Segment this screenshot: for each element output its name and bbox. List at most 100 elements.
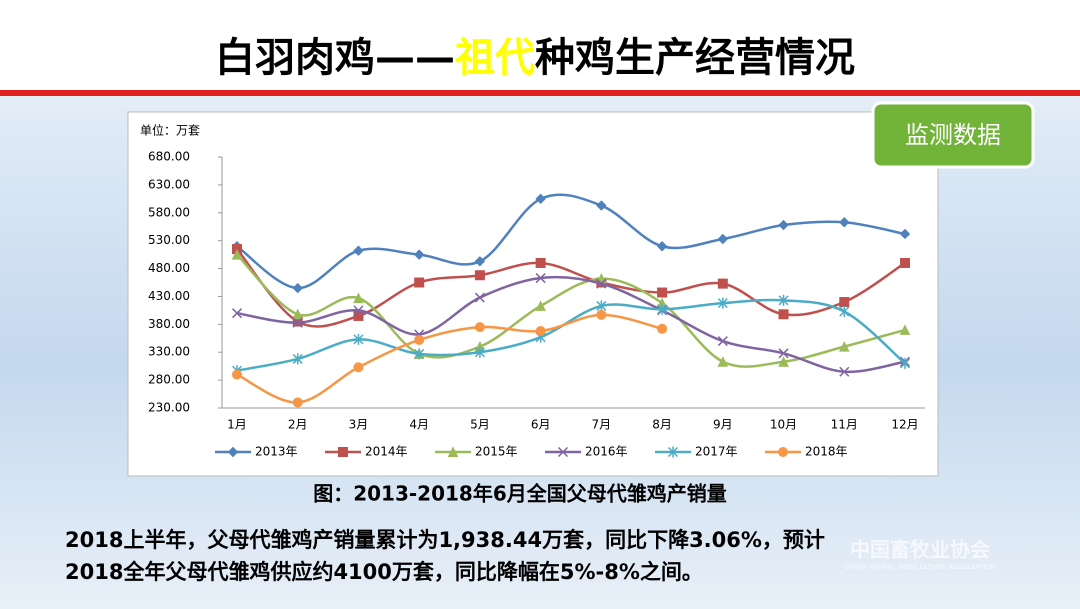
data-point — [535, 300, 546, 311]
legend-label: 2016年 — [585, 445, 628, 459]
caption: 图：2013-2018年6月全国父母代雏鸡产销量 — [313, 482, 727, 506]
data-point — [474, 322, 485, 333]
data-point — [839, 306, 850, 318]
data-point — [900, 257, 910, 268]
data-point — [231, 248, 243, 260]
title-part: 白羽肉鸡—— — [215, 35, 455, 81]
data-point — [656, 241, 668, 252]
data-point — [292, 282, 303, 294]
legend-label: 2018年 — [805, 445, 848, 459]
x-tick-label: 3月 — [349, 418, 369, 432]
x-tick-label: 7月 — [592, 418, 612, 432]
title-highlight: 祖代 — [455, 35, 535, 81]
legend-marker — [667, 446, 679, 458]
badge — [871, 101, 1035, 169]
data-point — [596, 278, 607, 289]
y-tick-label: 230.00 — [148, 401, 190, 415]
x-tick-label: 8月 — [652, 418, 672, 432]
data-point — [778, 356, 789, 367]
x-tick-label: 5月 — [470, 418, 490, 432]
y-tick-label: 680.00 — [148, 150, 190, 164]
data-point — [596, 309, 607, 320]
y-tick-label: 580.00 — [148, 205, 190, 219]
data-point — [535, 273, 546, 284]
data-point — [839, 217, 850, 228]
data-point — [838, 341, 850, 352]
data-point — [474, 256, 486, 267]
x-tick-label: 6月 — [531, 418, 551, 432]
y-tick-label: 380.00 — [148, 317, 190, 331]
y-tick-label: 330.00 — [148, 345, 190, 359]
y-tick-label: 430.00 — [148, 289, 190, 303]
y-tick-label: 280.00 — [148, 373, 190, 387]
data-point — [657, 323, 668, 334]
data-point — [414, 334, 425, 345]
data-point — [717, 233, 729, 245]
legend-marker — [227, 446, 239, 458]
data-point — [778, 219, 789, 231]
data-point — [596, 300, 607, 312]
title-part: 种鸡生产经营情况 — [535, 35, 855, 81]
data-point — [413, 249, 425, 260]
chart-area — [127, 111, 939, 477]
data-point — [778, 309, 789, 320]
data-point — [778, 294, 789, 306]
data-point — [657, 287, 668, 298]
data-point — [414, 348, 425, 360]
data-point — [474, 270, 485, 281]
data-point — [717, 278, 728, 289]
logo-name: 中国畜牧业协会 — [850, 538, 990, 562]
x-tick-label: 12月 — [891, 418, 918, 432]
x-tick-label: 9月 — [713, 418, 733, 432]
x-tick-label: 4月 — [409, 418, 429, 432]
legend-marker — [447, 446, 459, 457]
data-point — [839, 297, 850, 308]
data-point — [717, 336, 728, 347]
data-point — [839, 366, 850, 377]
logo-english: CHINA ANIMAL AGRICULTURE ASSOCIATION — [844, 563, 996, 571]
data-point — [414, 277, 425, 288]
data-point — [596, 200, 607, 211]
data-point — [292, 317, 303, 328]
data-point — [899, 324, 911, 335]
data-point — [353, 362, 364, 373]
data-point — [353, 305, 364, 316]
legend-label: 2017年 — [695, 445, 738, 459]
red-rule — [0, 90, 1080, 96]
data-point — [353, 245, 364, 256]
legend-label: 2013年 — [255, 445, 298, 459]
data-point — [657, 303, 668, 315]
data-point — [292, 353, 303, 365]
legend-label: 2015年 — [475, 445, 518, 459]
y-tick-label: 480.00 — [148, 261, 190, 275]
body-line: 2018全年父母代雏鸡供应约4100万套，同比降幅在5%-8%之间。 — [65, 560, 703, 584]
data-point — [231, 308, 243, 319]
data-point — [778, 348, 789, 359]
badge-text: 监测数据 — [905, 121, 1001, 149]
slide-title: 白羽肉鸡——祖代种鸡生产经营情况 — [215, 35, 855, 81]
data-point — [717, 297, 728, 309]
data-point — [535, 193, 546, 205]
data-point — [535, 326, 546, 337]
data-point — [474, 346, 485, 358]
x-tick-label: 2月 — [288, 418, 308, 432]
data-point — [899, 357, 911, 369]
y-tick-label: 630.00 — [148, 177, 190, 191]
data-point — [232, 369, 242, 380]
body-line: 2018上半年，父母代雏鸡产销量累计为1,938.44万套，同比下降3.06%，… — [65, 528, 825, 552]
data-point — [717, 356, 729, 367]
data-point — [292, 308, 304, 320]
legend-marker — [557, 446, 569, 458]
legend-marker — [778, 447, 788, 457]
x-tick-label: 11月 — [831, 418, 858, 432]
data-point — [353, 333, 364, 345]
x-tick-label: 10月 — [770, 418, 797, 432]
title-band — [0, 0, 1080, 90]
series-line — [236, 275, 906, 374]
data-point — [292, 397, 303, 408]
legend-label: 2014年 — [365, 445, 408, 459]
legend-marker — [338, 447, 348, 457]
data-point — [353, 292, 364, 304]
data-point — [899, 228, 911, 240]
